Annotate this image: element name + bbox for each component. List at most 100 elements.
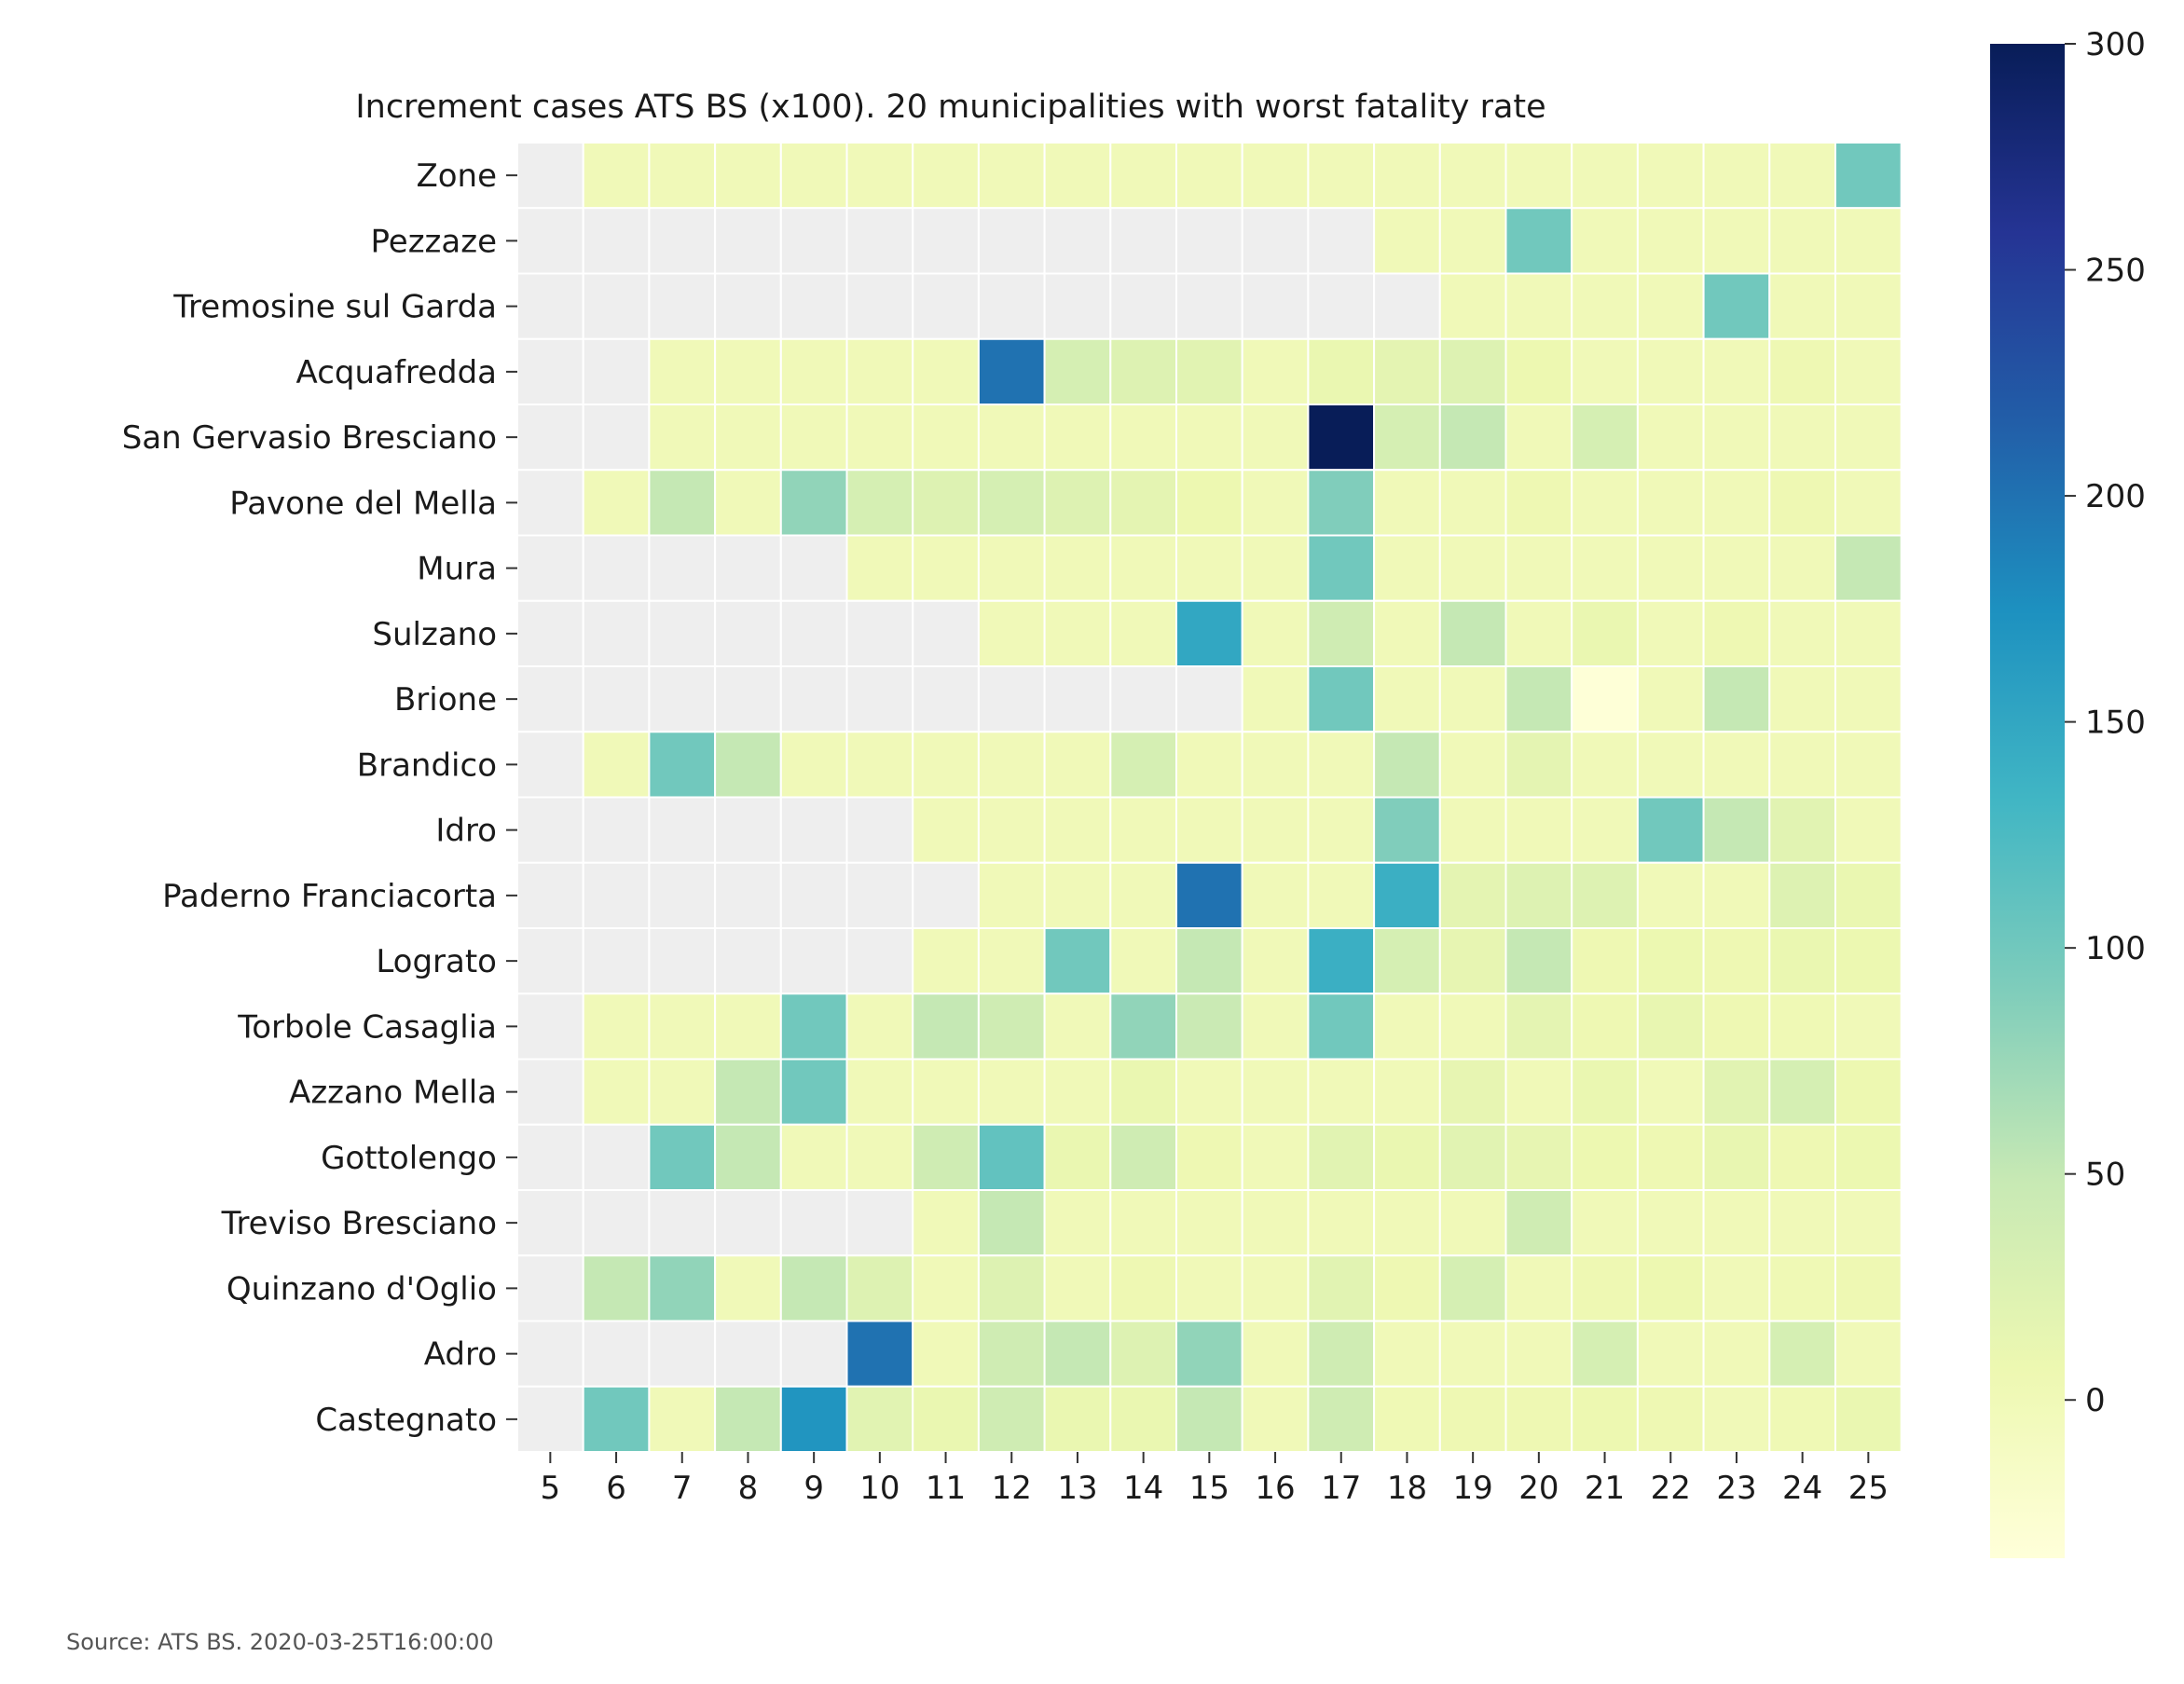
x-tick-label: 10 bbox=[859, 1470, 900, 1507]
heatmap-cell bbox=[1307, 1123, 1376, 1191]
heatmap-cell bbox=[977, 337, 1046, 405]
x-axis: 5 6 7 8 9 10 11 12 13 14 15 16 17 18 19 20 21 22 23 24 25 bbox=[541, 1452, 1889, 1507]
heatmap-cell bbox=[1768, 1254, 1837, 1322]
heatmap-cell bbox=[845, 665, 914, 733]
heatmap-cell bbox=[1702, 272, 1771, 340]
heatmap-cell bbox=[648, 337, 717, 405]
heatmap-cell bbox=[582, 207, 651, 275]
heatmap-cell bbox=[1571, 534, 1639, 602]
heatmap-cell bbox=[1768, 337, 1837, 405]
heatmap-cell bbox=[1241, 469, 1310, 537]
heatmap-cell bbox=[845, 1320, 914, 1388]
heatmap-cell bbox=[714, 337, 782, 405]
heatmap-cell bbox=[1834, 337, 1902, 405]
heatmap-cell bbox=[1373, 272, 1441, 340]
heatmap-cell bbox=[648, 927, 717, 995]
heatmap-cell bbox=[1504, 1320, 1573, 1388]
heatmap-cell bbox=[1109, 404, 1178, 472]
heatmap-cell bbox=[516, 599, 584, 667]
heatmap-cell bbox=[1307, 207, 1376, 275]
heatmap-cell bbox=[779, 337, 848, 405]
heatmap-cell bbox=[1373, 142, 1441, 210]
heatmap-cell bbox=[516, 927, 584, 995]
heatmap-cell bbox=[648, 404, 717, 472]
heatmap-cell bbox=[1438, 665, 1507, 733]
heatmap-cell bbox=[1571, 142, 1639, 210]
x-tick-label: 18 bbox=[1387, 1470, 1427, 1507]
y-tick-label: Adro bbox=[424, 1336, 497, 1374]
y-tick-label: Pezzaze bbox=[370, 223, 497, 260]
heatmap-cell bbox=[1504, 1189, 1573, 1257]
heatmap-cell bbox=[977, 731, 1046, 799]
heatmap-cell bbox=[648, 1254, 717, 1322]
heatmap-cell bbox=[1438, 861, 1507, 929]
heatmap-cell bbox=[1636, 534, 1705, 602]
heatmap-cell bbox=[1373, 337, 1441, 405]
heatmap-cell bbox=[1043, 665, 1112, 733]
heatmap-cell bbox=[1702, 142, 1771, 210]
heatmap-cell bbox=[1504, 1254, 1573, 1322]
heatmap-cell bbox=[1636, 1385, 1705, 1453]
heatmap-cell bbox=[714, 796, 782, 864]
heatmap-cell bbox=[714, 861, 782, 929]
heatmap-cell bbox=[516, 142, 584, 210]
heatmap-cell bbox=[845, 1254, 914, 1322]
heatmap-cell bbox=[977, 1254, 1046, 1322]
heatmap-cell bbox=[912, 599, 980, 667]
heatmap-cell bbox=[1241, 1320, 1310, 1388]
x-tick-label: 15 bbox=[1189, 1470, 1229, 1507]
heatmap-cell bbox=[1043, 1123, 1112, 1191]
heatmap-cell bbox=[1373, 796, 1441, 864]
heatmap-cell bbox=[1175, 272, 1243, 340]
heatmap-cell bbox=[1768, 1123, 1837, 1191]
heatmap-cell bbox=[1043, 1189, 1112, 1257]
heatmap-cell bbox=[845, 861, 914, 929]
heatmap-cell bbox=[977, 1058, 1046, 1126]
heatmap-cell bbox=[1307, 665, 1376, 733]
heatmap-cell bbox=[1109, 599, 1178, 667]
chart-title: Increment cases ATS BS (x100). 20 munici… bbox=[355, 89, 1545, 126]
heatmap-cell bbox=[779, 404, 848, 472]
heatmap-cell bbox=[516, 665, 584, 733]
heatmap-cell bbox=[977, 796, 1046, 864]
heatmap-cell bbox=[648, 207, 717, 275]
heatmap-cell bbox=[714, 1058, 782, 1126]
heatmap-cell bbox=[845, 731, 914, 799]
heatmap-cell bbox=[912, 927, 980, 995]
heatmap-cell bbox=[582, 1385, 651, 1453]
heatmap-cell bbox=[1834, 796, 1902, 864]
heatmap-cell bbox=[1373, 1058, 1441, 1126]
heatmap-cell bbox=[1241, 534, 1310, 602]
heatmap-cell bbox=[779, 993, 848, 1061]
heatmap-cell bbox=[1307, 337, 1376, 405]
heatmap-cell bbox=[779, 927, 848, 995]
heatmap-cell bbox=[1109, 1254, 1178, 1322]
heatmap-cell bbox=[714, 272, 782, 340]
heatmap-cell bbox=[1109, 861, 1178, 929]
heatmap-cell bbox=[845, 993, 914, 1061]
heatmap-cell bbox=[1307, 142, 1376, 210]
heatmap-cell bbox=[912, 1320, 980, 1388]
heatmap-cell bbox=[1373, 469, 1441, 537]
heatmap-cell bbox=[1175, 469, 1243, 537]
heatmap-cell bbox=[1702, 1189, 1771, 1257]
heatmap-cell bbox=[1834, 272, 1902, 340]
heatmap-cell bbox=[1834, 1320, 1902, 1388]
y-tick-label: Acquafredda bbox=[296, 354, 497, 391]
heatmap-cell bbox=[1043, 861, 1112, 929]
heatmap-cell bbox=[714, 207, 782, 275]
heatmap-cell bbox=[714, 927, 782, 995]
heatmap-cell bbox=[779, 534, 848, 602]
heatmap-cell bbox=[1834, 665, 1902, 733]
heatmap-cell bbox=[1438, 469, 1507, 537]
heatmap-cell bbox=[582, 796, 651, 864]
heatmap-cell bbox=[1702, 1058, 1771, 1126]
colorbar-gradient bbox=[1990, 44, 2065, 1558]
heatmap-cell bbox=[1373, 1254, 1441, 1322]
heatmap-cell bbox=[1571, 1189, 1639, 1257]
heatmap-cell bbox=[1768, 1189, 1837, 1257]
source-note: Source: ATS BS. 2020-03-25T16:00:00 bbox=[66, 1629, 494, 1655]
heatmap-cell bbox=[1702, 1320, 1771, 1388]
heatmap-cell bbox=[1768, 1058, 1837, 1126]
y-tick-label: Pavone del Mella bbox=[229, 485, 497, 522]
